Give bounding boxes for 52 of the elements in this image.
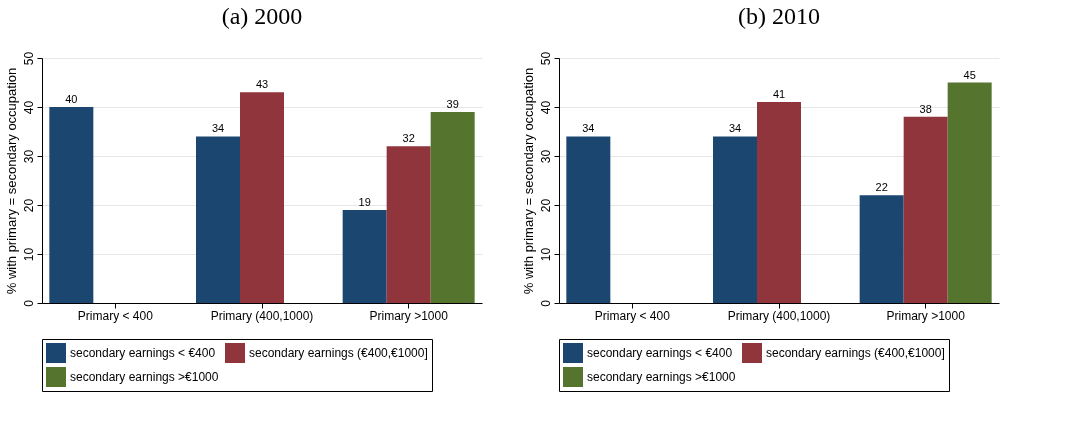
bar <box>859 195 904 303</box>
data-label: 34 <box>728 122 742 135</box>
y-axis-title: % with primary = secondary occupation <box>3 67 19 295</box>
bar <box>196 136 240 303</box>
x-tick-label: Primary (400,1000) <box>727 308 831 323</box>
data-label: 34 <box>582 122 595 135</box>
bar <box>713 136 757 303</box>
y-tick-label: 30 <box>21 149 36 164</box>
data-label: 22 <box>875 181 888 194</box>
y-axis-title: % with primary = secondary occupation <box>520 67 536 295</box>
data-label: 39 <box>446 97 459 110</box>
chart-title: (b) 2010 <box>738 3 820 30</box>
y-tick-label: 10 <box>538 247 553 262</box>
bar <box>430 111 475 303</box>
x-tick-label: Primary < 400 <box>594 308 671 323</box>
data-label: 41 <box>772 88 786 101</box>
y-tick-label: 50 <box>21 51 36 66</box>
y-tick-label: 20 <box>21 198 36 213</box>
x-tick-label: Primary < 400 <box>77 308 154 323</box>
data-label: 32 <box>402 132 415 145</box>
data-label: 40 <box>65 93 78 105</box>
data-label: 38 <box>919 102 932 115</box>
bar <box>240 92 284 303</box>
data-label: 19 <box>358 195 371 208</box>
y-tick-label: 50 <box>538 51 553 66</box>
bar <box>757 102 801 303</box>
bar <box>947 82 992 303</box>
x-tick-label: Primary (400,1000) <box>210 308 314 323</box>
x-tick-label: Primary >1000 <box>369 308 449 323</box>
legend-label: secondary earnings (€400,€1000] <box>766 346 945 360</box>
chart-title: (a) 2000 <box>221 3 303 30</box>
legend-label: secondary earnings (€400,€1000] <box>249 346 428 360</box>
y-tick-label: 0 <box>21 299 36 307</box>
y-tick-label: 20 <box>538 198 553 213</box>
legend-label: secondary earnings >€1000 <box>70 370 219 384</box>
y-tick-label: 40 <box>21 100 36 115</box>
bar <box>386 146 431 303</box>
data-label: 34 <box>211 122 225 135</box>
y-tick-label: 10 <box>21 247 36 262</box>
legend-label: secondary earnings >€1000 <box>587 370 736 384</box>
y-tick-label: 40 <box>538 100 553 115</box>
bar <box>342 209 387 303</box>
bar <box>49 107 94 303</box>
bar <box>566 136 611 303</box>
x-tick-label: Primary >1000 <box>886 308 966 323</box>
data-label: 43 <box>255 78 269 91</box>
y-tick-label: 0 <box>538 299 553 307</box>
y-tick-label: 30 <box>538 149 553 164</box>
bar <box>903 116 948 303</box>
data-label: 45 <box>963 68 976 81</box>
legend-label: secondary earnings < €400 <box>587 346 733 360</box>
legend-label: secondary earnings < €400 <box>70 346 216 360</box>
